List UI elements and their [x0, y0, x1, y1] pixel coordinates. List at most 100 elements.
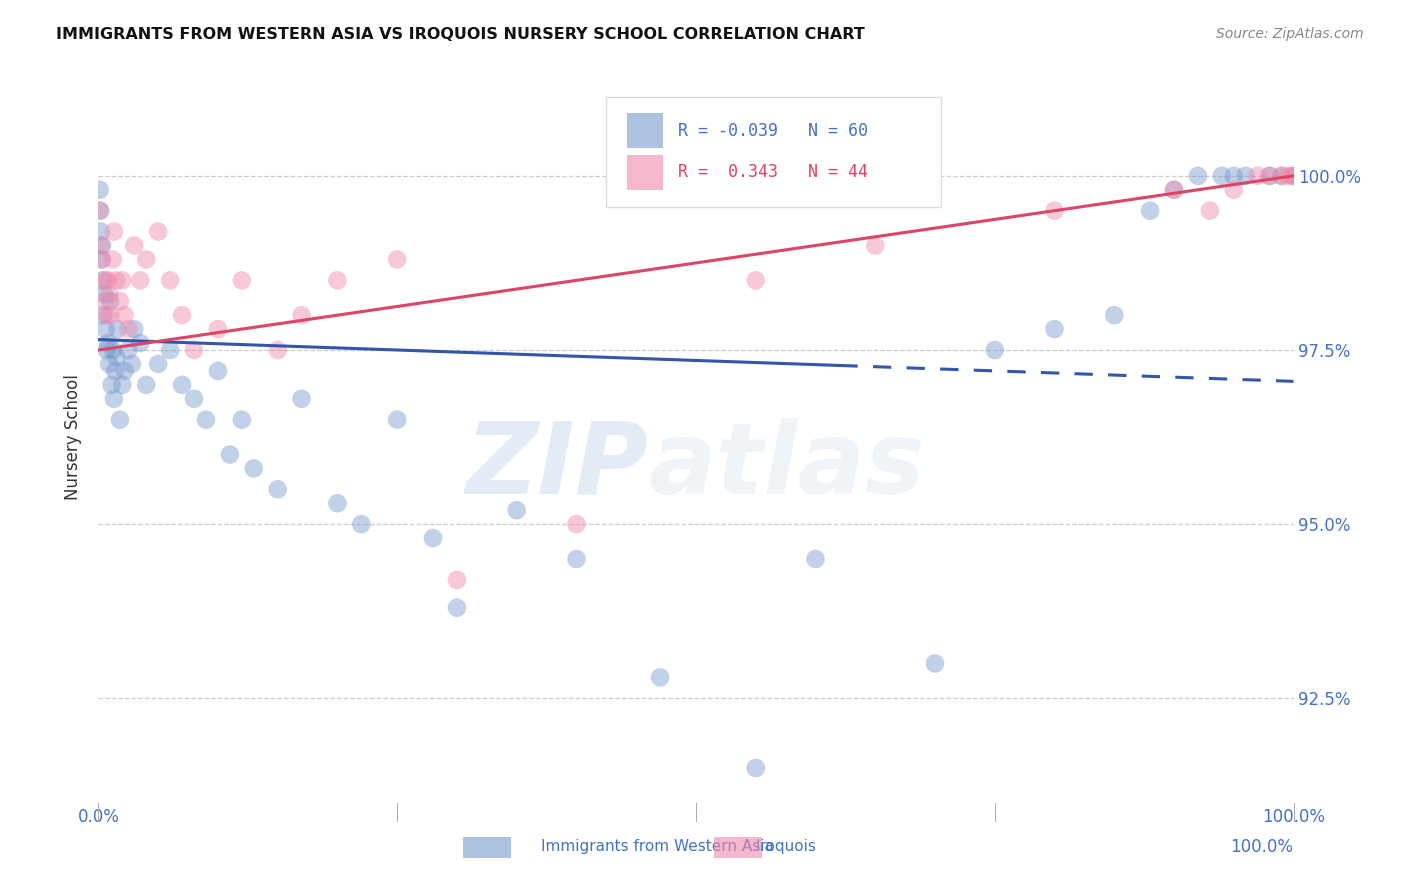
Point [90, 252, 112, 267]
Point [1282, 169, 1305, 183]
Point [97, 273, 120, 287]
Point [385, 252, 409, 267]
Point [96, 308, 118, 322]
Point [1163, 183, 1185, 197]
Point [97, 336, 120, 351]
Point [91, 308, 114, 322]
Point [650, 670, 672, 684]
Point [103, 225, 125, 239]
Point [94, 273, 117, 287]
Point [231, 412, 253, 426]
Point [1271, 169, 1294, 183]
Text: R =  0.343   N = 44: R = 0.343 N = 44 [678, 163, 868, 181]
Point [90, 238, 112, 252]
Point [1258, 169, 1281, 183]
Point [1163, 183, 1185, 197]
Point [267, 343, 290, 357]
Text: Source: ZipAtlas.com: Source: ZipAtlas.com [1216, 27, 1364, 41]
Point [94, 322, 117, 336]
Point [135, 377, 157, 392]
Point [1258, 169, 1281, 183]
Point [231, 273, 253, 287]
Point [1223, 183, 1246, 197]
Point [446, 573, 468, 587]
Point [103, 392, 125, 406]
Text: 100.0%: 100.0% [1230, 838, 1294, 855]
Point [745, 761, 768, 775]
Point [104, 364, 127, 378]
Point [98, 308, 122, 322]
Point [865, 238, 887, 252]
Point [1187, 169, 1209, 183]
Bar [627, 154, 662, 190]
Point [108, 294, 131, 309]
Text: atlas: atlas [648, 417, 925, 515]
Point [183, 392, 205, 406]
Point [101, 252, 124, 267]
Point [506, 503, 529, 517]
Point [91, 238, 114, 252]
FancyBboxPatch shape [606, 97, 941, 207]
Point [1234, 169, 1257, 183]
Bar [714, 838, 762, 858]
Point [114, 308, 136, 322]
Point [117, 343, 139, 357]
Point [100, 377, 122, 392]
Point [148, 225, 170, 239]
Point [1199, 203, 1222, 218]
Point [148, 357, 170, 371]
Text: Iroquois: Iroquois [756, 839, 817, 855]
Point [101, 343, 124, 357]
Point [924, 657, 946, 671]
Point [129, 336, 152, 351]
Point [1211, 169, 1233, 183]
Point [183, 343, 205, 357]
Point [96, 343, 118, 357]
Point [89, 203, 111, 218]
Point [1223, 169, 1246, 183]
Point [565, 552, 588, 566]
Point [446, 600, 468, 615]
Point [326, 273, 349, 287]
Point [89, 203, 111, 218]
Point [207, 322, 229, 336]
Point [291, 392, 314, 406]
Point [804, 552, 827, 566]
Point [172, 308, 194, 322]
Point [1271, 169, 1294, 183]
Point [117, 322, 139, 336]
Point [243, 461, 266, 475]
Point [1282, 169, 1305, 183]
Point [98, 357, 121, 371]
Point [91, 273, 114, 287]
Point [326, 496, 349, 510]
Point [105, 350, 128, 364]
Point [1139, 203, 1161, 218]
Point [91, 252, 114, 267]
Point [93, 294, 115, 309]
Point [93, 287, 115, 301]
Point [984, 343, 1007, 357]
Point [1282, 169, 1305, 183]
Point [350, 517, 373, 532]
Text: Immigrants from Western Asia: Immigrants from Western Asia [541, 839, 773, 855]
Point [745, 273, 768, 287]
Text: ZIP: ZIP [465, 417, 648, 515]
Point [1247, 169, 1270, 183]
Y-axis label: Nursery School: Nursery School [65, 374, 83, 500]
Point [159, 273, 181, 287]
Point [1043, 203, 1066, 218]
Point [159, 343, 181, 357]
Point [90, 225, 112, 239]
Point [124, 322, 146, 336]
Point [108, 412, 131, 426]
Point [89, 183, 111, 197]
Point [207, 364, 229, 378]
Point [422, 531, 444, 545]
Point [124, 238, 146, 252]
Point [172, 377, 194, 392]
Text: IMMIGRANTS FROM WESTERN ASIA VS IROQUOIS NURSERY SCHOOL CORRELATION CHART: IMMIGRANTS FROM WESTERN ASIA VS IROQUOIS… [56, 27, 865, 42]
Point [385, 412, 409, 426]
Point [98, 294, 122, 309]
Point [1043, 322, 1066, 336]
